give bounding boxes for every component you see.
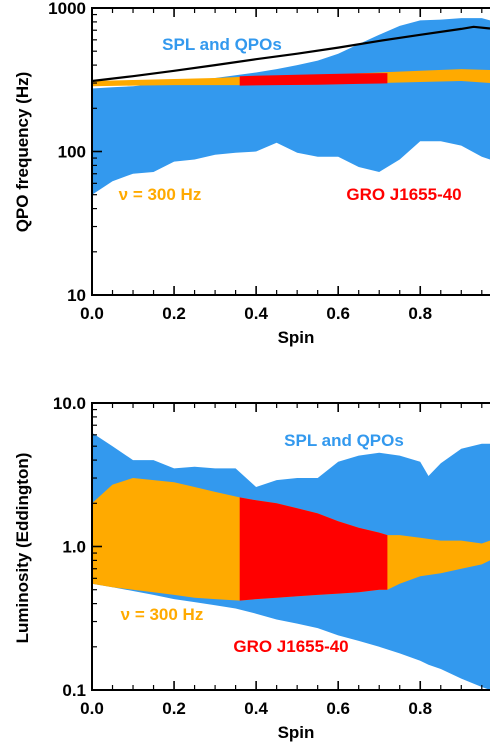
luminosity-axis-ticks: 0.0 0.2 0.4 0.6 0.8 0.1 1.0 10.0 — [53, 394, 483, 718]
frequency-annotation-source: GRO J1655-40 — [346, 185, 461, 204]
luminosity-x-tick-label: 0.0 — [80, 699, 104, 718]
frequency-y-tick-label: 1000 — [48, 0, 86, 18]
luminosity-panel: 0.0 0.2 0.4 0.6 0.8 0.1 1.0 10.0 SPL and QPOs ν… — [13, 394, 490, 742]
frequency-x-tick-label: 0.2 — [162, 304, 186, 323]
frequency-panel: 0.0 0.2 0.4 0.6 0.8 10 100 1000 SPL and QPOs ν … — [13, 0, 490, 347]
luminosity-xlabel: Spin — [278, 723, 315, 742]
luminosity-y-tick-label: 1.0 — [62, 538, 86, 557]
frequency-annotation-nu: ν = 300 Hz — [119, 185, 202, 204]
frequency-x-tick-label: 0.8 — [408, 304, 432, 323]
luminosity-annotation-nu: ν = 300 Hz — [121, 605, 204, 624]
luminosity-plot-area — [92, 432, 490, 690]
frequency-annotation-spl: SPL and QPOs — [162, 35, 282, 54]
frequency-source-band — [239, 73, 388, 86]
frequency-y-tick-label: 10 — [67, 286, 86, 305]
frequency-spl-band — [92, 18, 490, 195]
luminosity-x-tick-label: 0.8 — [408, 699, 432, 718]
luminosity-x-tick-label: 0.4 — [244, 699, 268, 718]
frequency-axis-ticks: 0.0 0.2 0.4 0.6 0.8 10 100 1000 — [48, 0, 483, 323]
frequency-plot-area — [92, 18, 490, 195]
frequency-ylabel: QPO frequency (Hz) — [13, 72, 32, 233]
frequency-xlabel: Spin — [278, 328, 315, 347]
frequency-x-tick-label: 0.4 — [244, 304, 268, 323]
luminosity-y-tick-label: 10.0 — [53, 394, 86, 413]
frequency-x-tick-label: 0.0 — [80, 304, 104, 323]
luminosity-annotation-source: GRO J1655-40 — [233, 637, 348, 656]
luminosity-x-tick-label: 0.6 — [326, 699, 350, 718]
luminosity-source-band — [239, 497, 388, 601]
luminosity-y-tick-label: 0.1 — [62, 681, 86, 700]
frequency-x-tick-label: 0.6 — [326, 304, 350, 323]
luminosity-x-tick-label: 0.2 — [162, 699, 186, 718]
luminosity-ylabel: Luminosity (Eddington) — [13, 453, 32, 644]
luminosity-annotation-spl: SPL and QPOs — [284, 431, 404, 450]
frequency-bound-line — [92, 25, 490, 83]
frequency-y-tick-label: 100 — [58, 143, 86, 162]
